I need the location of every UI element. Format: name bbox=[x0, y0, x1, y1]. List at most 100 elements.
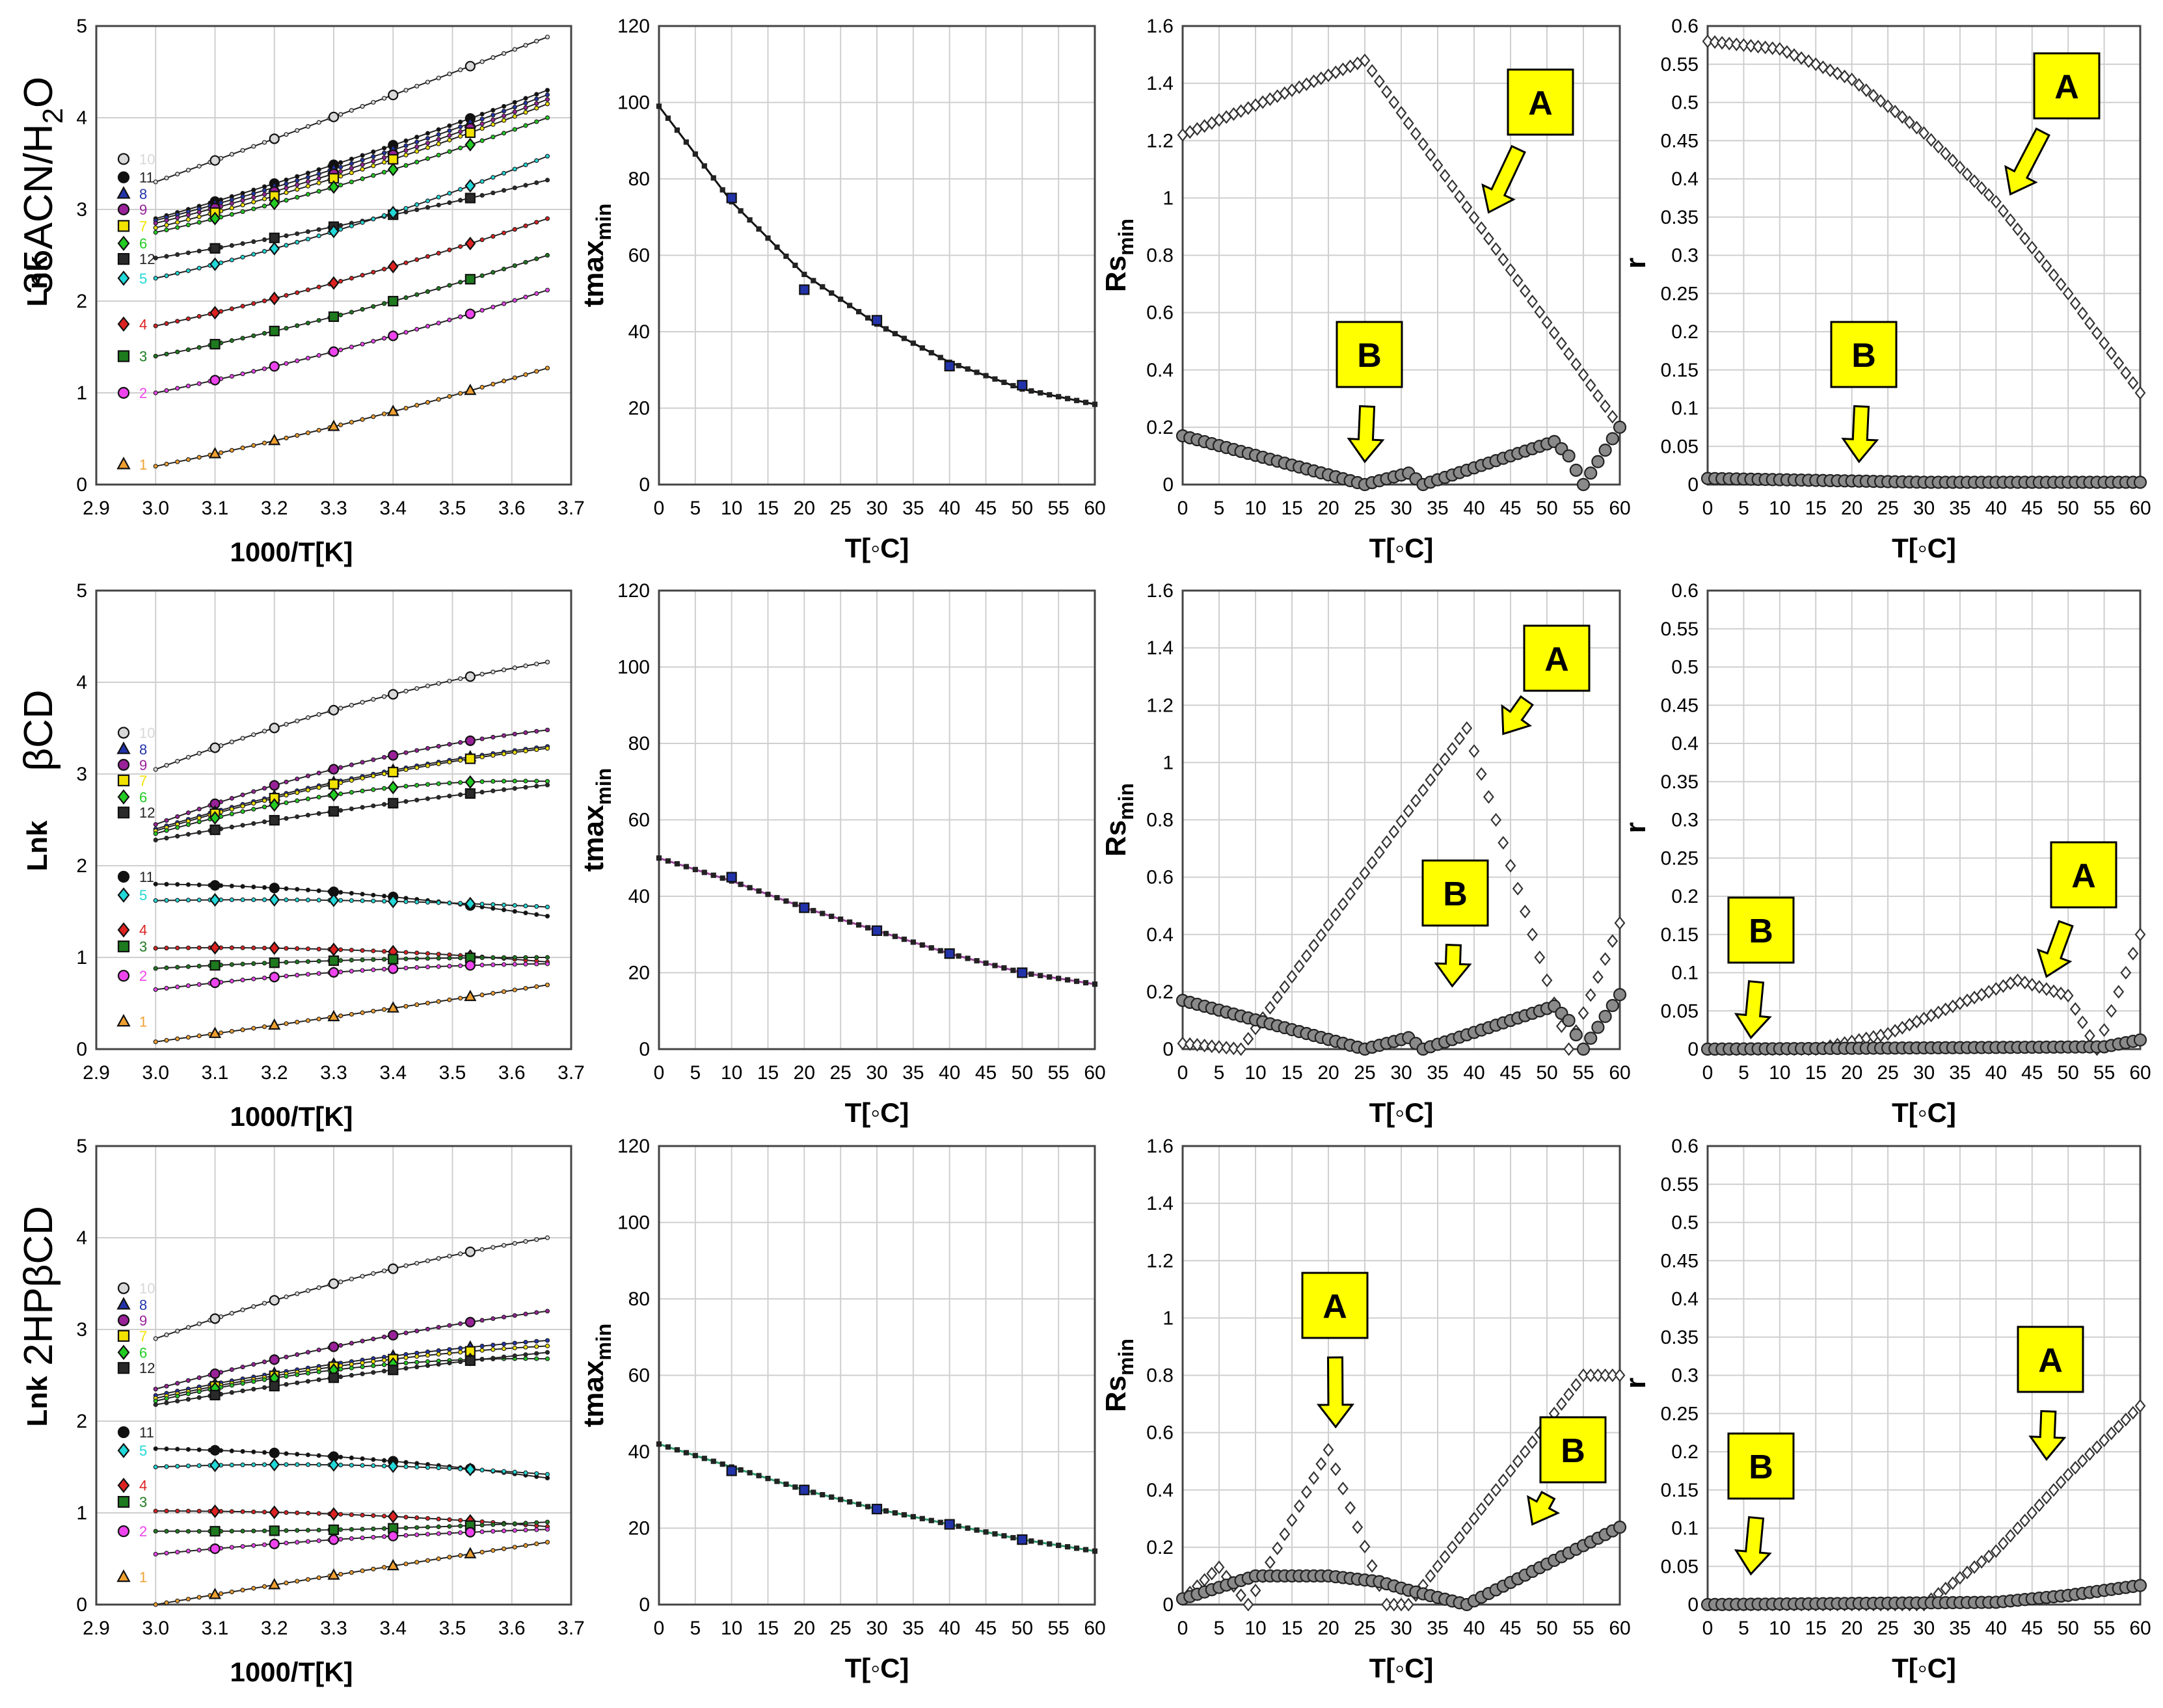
data-point bbox=[338, 1013, 343, 1019]
data-point bbox=[534, 158, 539, 163]
data-point bbox=[240, 371, 245, 377]
data-point bbox=[262, 196, 267, 202]
y-tick-label: 1.2 bbox=[1146, 130, 1174, 152]
data-point bbox=[944, 1519, 955, 1530]
data-point bbox=[269, 723, 280, 734]
y-tick-label: 0.6 bbox=[1146, 1422, 1174, 1444]
data-point bbox=[360, 1456, 365, 1461]
legend-marker bbox=[117, 316, 130, 332]
data-point bbox=[164, 763, 169, 768]
data-point bbox=[305, 1350, 311, 1355]
callout-box bbox=[1507, 68, 1574, 136]
data-point bbox=[414, 292, 420, 297]
data-point bbox=[316, 959, 321, 964]
data-point bbox=[2026, 241, 2038, 255]
data-point bbox=[1073, 978, 1080, 984]
data-point bbox=[196, 209, 202, 215]
x-tick-label: 45 bbox=[1499, 1062, 1521, 1084]
y-tick-label: 0.55 bbox=[1661, 1174, 1699, 1195]
data-point bbox=[388, 153, 399, 165]
data-point bbox=[490, 1342, 496, 1348]
data-point bbox=[919, 942, 925, 948]
data-point bbox=[2034, 250, 2045, 264]
data-point bbox=[185, 1508, 191, 1514]
y-tick-label: 0 bbox=[1687, 474, 1699, 496]
data-point bbox=[919, 1515, 925, 1521]
data-point bbox=[479, 116, 485, 122]
data-point bbox=[665, 115, 671, 121]
data-point bbox=[512, 1341, 517, 1346]
data-point bbox=[490, 122, 496, 127]
data-point bbox=[1345, 1501, 1356, 1515]
x-tick-label: 50 bbox=[2057, 498, 2078, 519]
data-point bbox=[447, 149, 452, 154]
data-point bbox=[185, 1378, 191, 1383]
data-point bbox=[262, 786, 267, 791]
data-point bbox=[1010, 382, 1016, 389]
data-point bbox=[436, 1325, 441, 1330]
legend-label: 11 bbox=[139, 170, 154, 186]
data-point bbox=[305, 788, 311, 793]
data-point bbox=[328, 893, 340, 907]
data-point bbox=[534, 180, 539, 185]
data-point bbox=[436, 141, 441, 146]
data-point bbox=[327, 1009, 340, 1022]
data-point bbox=[1199, 1573, 1211, 1587]
data-point bbox=[1954, 1571, 1966, 1585]
data-point bbox=[534, 955, 539, 960]
x-tick-label: 5 bbox=[1738, 1062, 1749, 1084]
data-point bbox=[284, 959, 289, 965]
data-point bbox=[544, 34, 550, 40]
callouts-r-0: AB bbox=[1830, 52, 2101, 464]
data-point bbox=[512, 167, 517, 172]
data-point bbox=[185, 222, 191, 228]
data-point bbox=[175, 1398, 180, 1404]
y-axis-label: Lnk bbox=[21, 1376, 53, 1427]
data-point bbox=[544, 727, 550, 732]
data-point bbox=[1028, 388, 1034, 394]
y-tick-label: 0.1 bbox=[1671, 398, 1699, 420]
data-point bbox=[295, 182, 300, 187]
data-point bbox=[974, 958, 980, 964]
data-point bbox=[855, 309, 862, 315]
data-point bbox=[2069, 1461, 2081, 1475]
data-point bbox=[153, 256, 158, 261]
y-tick-label: 1.6 bbox=[1146, 16, 1174, 37]
row-label: 35ACN/H2O bbox=[16, 77, 69, 295]
data-point bbox=[403, 206, 409, 211]
data-point bbox=[262, 330, 267, 336]
data-point bbox=[403, 143, 409, 148]
data-point bbox=[360, 892, 365, 897]
data-point bbox=[305, 1462, 311, 1467]
data-point bbox=[512, 1469, 517, 1474]
data-point bbox=[328, 967, 340, 978]
data-point bbox=[229, 807, 234, 812]
data-point bbox=[656, 103, 662, 109]
data-point bbox=[381, 301, 387, 306]
data-point bbox=[1206, 1566, 1218, 1581]
data-point bbox=[1584, 1032, 1598, 1045]
data-point bbox=[316, 1462, 321, 1467]
data-point bbox=[349, 344, 354, 350]
data-point bbox=[2069, 1002, 2081, 1016]
data-point bbox=[153, 831, 158, 836]
data-point bbox=[479, 1467, 485, 1473]
data-point bbox=[164, 835, 169, 841]
data-point bbox=[1505, 859, 1516, 873]
data-point bbox=[196, 819, 202, 825]
data-point bbox=[295, 1352, 300, 1357]
data-point bbox=[349, 1570, 354, 1575]
data-point bbox=[2055, 1475, 2067, 1489]
data-point bbox=[229, 1545, 234, 1550]
callout-letter: A bbox=[2054, 68, 2079, 106]
data-point bbox=[464, 775, 476, 789]
data-point bbox=[229, 1509, 234, 1514]
data-point bbox=[479, 193, 485, 198]
data-point bbox=[1213, 1560, 1225, 1575]
data-point bbox=[523, 784, 528, 790]
data-point bbox=[1600, 1368, 1611, 1383]
callout-arrow-icon bbox=[2004, 127, 2050, 196]
x-tick-label: 50 bbox=[1536, 1062, 1557, 1084]
data-point bbox=[523, 1239, 528, 1244]
x-tick-label: 3.7 bbox=[558, 1618, 585, 1639]
